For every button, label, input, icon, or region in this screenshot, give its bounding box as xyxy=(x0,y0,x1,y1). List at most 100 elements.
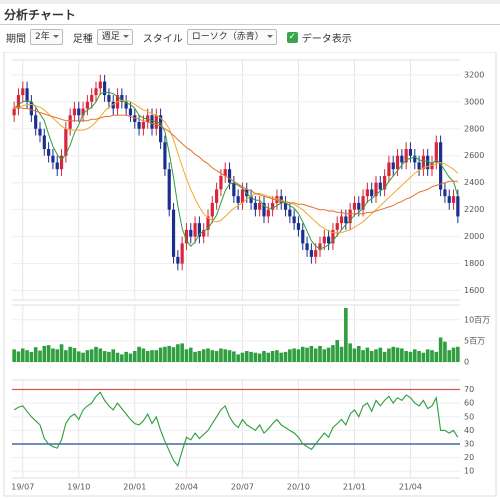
volume-bar xyxy=(421,352,426,362)
y-tick-label: 10 xyxy=(464,467,474,476)
candle-body xyxy=(451,196,456,203)
candle-body xyxy=(447,196,451,203)
candle-body xyxy=(21,88,25,96)
page-title: 分析チャート xyxy=(4,8,76,22)
volume-bar xyxy=(352,348,357,362)
candle-body xyxy=(275,196,279,203)
candle-body xyxy=(322,236,326,244)
candle-body xyxy=(327,236,331,244)
y-tick-label: 30 xyxy=(464,439,474,448)
candle-body xyxy=(64,128,68,156)
volume-bar xyxy=(72,348,77,362)
volume-bar xyxy=(81,352,85,362)
volume-bar xyxy=(412,349,417,362)
y-tick-label: 2600 xyxy=(464,151,484,160)
candle-body xyxy=(456,196,460,217)
volume-bar xyxy=(158,347,163,362)
x-tick-label: 20/04 xyxy=(175,483,198,492)
candle-body xyxy=(331,229,335,244)
candle-body xyxy=(103,81,107,96)
candle-body xyxy=(120,95,124,102)
volume-bar xyxy=(137,346,141,362)
candle-body xyxy=(202,229,206,237)
volume-bar xyxy=(141,348,146,362)
style-select[interactable]: ローソク（赤青） xyxy=(186,29,277,45)
x-tick-label: 20/10 xyxy=(287,483,310,492)
volume-bar xyxy=(180,343,184,362)
x-tick-label: 20/07 xyxy=(231,483,254,492)
candle-body xyxy=(301,229,305,244)
candle-body xyxy=(55,162,59,170)
volume-bar xyxy=(12,349,16,362)
volume-bar xyxy=(283,351,288,362)
candle-body xyxy=(133,115,137,123)
candle-body xyxy=(38,128,42,136)
volume-bar xyxy=(94,346,98,362)
candle-body xyxy=(309,250,313,257)
candle-body xyxy=(361,196,365,210)
chart-frame xyxy=(3,52,497,497)
candle-body xyxy=(383,175,387,190)
volume-bar xyxy=(176,344,180,362)
volume-bar xyxy=(51,348,55,362)
candle-body xyxy=(159,115,163,143)
y-tick-label: 20 xyxy=(464,453,474,462)
volume-bar xyxy=(270,351,275,362)
volume-bar xyxy=(102,351,107,362)
volume-bar xyxy=(326,347,331,362)
volume-bar xyxy=(292,348,296,362)
candle-body xyxy=(305,243,309,251)
candle-body xyxy=(391,162,395,170)
volume-bar xyxy=(257,353,262,362)
candle-body xyxy=(107,95,111,102)
volume-bar xyxy=(210,350,215,362)
volume-bar xyxy=(266,352,271,362)
candle-body xyxy=(240,189,245,203)
volume-bar xyxy=(447,350,452,362)
candle-body xyxy=(258,202,262,210)
volume-bar xyxy=(331,345,335,362)
volume-bar xyxy=(150,350,154,362)
candle-body xyxy=(421,155,425,170)
volume-bar xyxy=(59,344,64,362)
x-tick-label: 20/01 xyxy=(123,483,146,492)
candle-body xyxy=(16,95,21,109)
volume-bar xyxy=(232,351,236,362)
y-tick-label: 3000 xyxy=(464,97,484,106)
volume-bar xyxy=(29,351,34,362)
volume-bar xyxy=(223,349,228,362)
candle-body xyxy=(210,202,214,217)
candle-body xyxy=(374,182,378,197)
x-tick-label: 19/10 xyxy=(67,483,90,492)
divider xyxy=(0,24,500,25)
volume-bar xyxy=(33,347,38,362)
candle-body xyxy=(167,169,171,210)
candle-body xyxy=(426,155,430,170)
interval-select[interactable]: 週足 xyxy=(96,29,133,45)
period-select[interactable]: 2年 xyxy=(30,29,63,45)
volume-bar xyxy=(38,350,42,362)
candle-body xyxy=(176,256,180,264)
volume-bar xyxy=(378,347,383,362)
line xyxy=(14,106,458,215)
control-label: スタイル xyxy=(142,33,183,45)
candle-body xyxy=(227,169,232,183)
candle-body xyxy=(77,108,81,116)
y-tick-label: 1600 xyxy=(464,286,484,295)
y-tick-label: 2200 xyxy=(464,205,484,214)
checkbox-label[interactable]: データ表示 xyxy=(301,33,352,45)
volume-bar xyxy=(42,345,47,362)
control-label: 期間 xyxy=(6,33,26,45)
y-tick-label: 10百万 xyxy=(464,315,490,324)
volume-bar xyxy=(369,351,374,362)
volume-bar xyxy=(124,351,128,362)
volume-bar xyxy=(400,348,404,362)
volume-bar xyxy=(120,354,124,362)
checkbox[interactable]: ✓ xyxy=(286,31,298,43)
volume-bar xyxy=(115,352,120,362)
volume-bar xyxy=(188,347,193,362)
volume-bar xyxy=(356,345,361,362)
volume-bar xyxy=(322,349,327,362)
candle-body xyxy=(348,209,352,224)
